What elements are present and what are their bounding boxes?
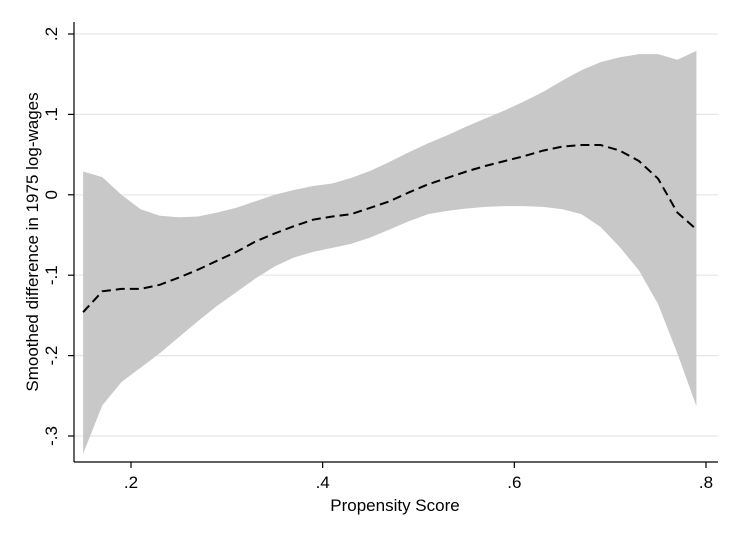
y-tick-label-5: .2 (42, 27, 61, 41)
axes (73, 22, 718, 463)
x-tick-label-1: .4 (316, 473, 330, 492)
y-axis-ticks: -.3 -.2 -.1 0 .1 .2 (42, 27, 74, 446)
x-axis-title: Propensity Score (330, 496, 459, 515)
x-tick-label-2: .6 (507, 473, 521, 492)
x-tick-label-3: .8 (699, 473, 713, 492)
y-tick-label-2: -.1 (42, 265, 61, 285)
confidence-band (83, 50, 697, 454)
y-tick-label-1: -.2 (42, 346, 61, 366)
x-axis-ticks: .2 .4 .6 .8 (124, 462, 713, 492)
y-tick-label-0: -.3 (42, 426, 61, 446)
y-tick-label-4: .1 (42, 107, 61, 121)
y-axis-title: Smoothed difference in 1975 log-wages (23, 92, 42, 391)
smoothed-difference-line (82, 144, 698, 313)
y-tick-label-3: 0 (42, 190, 61, 199)
x-tick-label-0: .2 (124, 473, 138, 492)
